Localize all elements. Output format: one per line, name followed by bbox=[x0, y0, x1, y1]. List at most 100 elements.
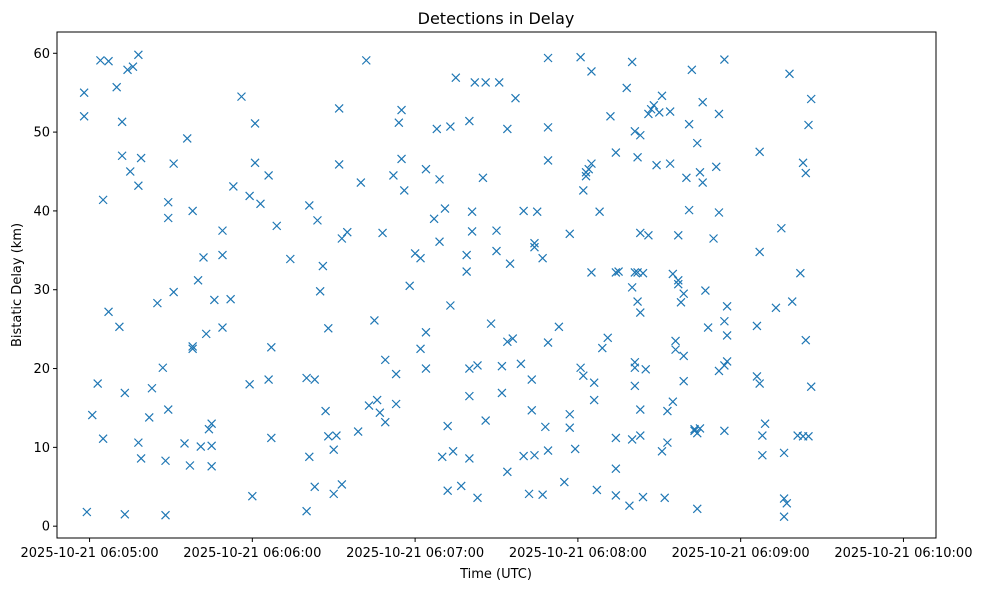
data-point bbox=[578, 185, 588, 195]
data-point bbox=[719, 316, 729, 326]
data-point bbox=[502, 337, 512, 347]
data-point bbox=[416, 253, 425, 263]
data-point bbox=[524, 489, 534, 499]
data-point bbox=[630, 381, 640, 391]
data-point bbox=[603, 333, 613, 343]
data-point bbox=[318, 261, 328, 271]
data-point bbox=[82, 507, 92, 517]
data-point bbox=[448, 446, 458, 456]
data-point bbox=[681, 173, 691, 183]
plot-frame bbox=[56, 31, 937, 539]
data-point bbox=[302, 506, 312, 516]
data-point bbox=[421, 364, 431, 373]
data-point bbox=[806, 382, 816, 392]
data-point bbox=[95, 55, 105, 65]
y-tick-label: 40 bbox=[33, 204, 50, 219]
data-point bbox=[622, 83, 632, 93]
data-point bbox=[695, 167, 705, 177]
data-point bbox=[334, 104, 344, 113]
data-point bbox=[464, 453, 474, 463]
data-point bbox=[264, 375, 274, 385]
data-point bbox=[266, 342, 276, 352]
data-point bbox=[627, 435, 637, 444]
data-point bbox=[687, 65, 697, 75]
data-point bbox=[369, 316, 379, 325]
data-point bbox=[123, 65, 132, 75]
data-point bbox=[462, 267, 472, 277]
data-point bbox=[397, 154, 406, 164]
data-point bbox=[502, 124, 512, 134]
data-point bbox=[304, 200, 314, 210]
data-point bbox=[329, 489, 339, 499]
data-point bbox=[709, 234, 718, 243]
data-point bbox=[133, 50, 143, 60]
data-point bbox=[722, 301, 732, 311]
data-point bbox=[587, 159, 596, 169]
data-point bbox=[635, 228, 645, 238]
x-axis-ticks: 2025-10-21 06:05:00 2025-10-21 06:06:00 20… bbox=[21, 538, 972, 561]
data-point bbox=[405, 281, 415, 291]
data-point bbox=[630, 267, 640, 277]
data-point bbox=[627, 57, 637, 67]
data-point bbox=[185, 461, 195, 470]
data-point bbox=[228, 182, 238, 191]
data-point bbox=[779, 494, 789, 504]
data-point bbox=[337, 479, 347, 489]
data-point bbox=[470, 78, 480, 87]
data-point bbox=[133, 181, 143, 191]
data-point bbox=[714, 208, 724, 217]
data-point bbox=[114, 322, 124, 332]
y-tick-label: 30 bbox=[33, 283, 50, 298]
data-point bbox=[380, 417, 390, 427]
data-point bbox=[256, 199, 265, 209]
data-point bbox=[218, 323, 227, 332]
x-tick-label: 2025-10-21 06:05:00 bbox=[21, 546, 159, 561]
data-point bbox=[315, 286, 325, 296]
data-point bbox=[698, 97, 708, 107]
data-point bbox=[776, 223, 786, 233]
data-point bbox=[464, 116, 474, 126]
data-point bbox=[722, 357, 732, 366]
data-point bbox=[630, 363, 640, 373]
data-point bbox=[250, 158, 260, 168]
data-point bbox=[714, 109, 724, 119]
y-tick-label: 0 bbox=[42, 520, 50, 535]
data-point bbox=[79, 88, 89, 98]
data-point bbox=[421, 164, 431, 174]
data-point bbox=[218, 250, 227, 260]
data-point bbox=[695, 424, 705, 433]
data-point bbox=[554, 322, 564, 332]
data-point bbox=[530, 238, 539, 248]
data-point bbox=[169, 159, 179, 169]
data-point bbox=[437, 452, 447, 462]
data-point bbox=[451, 73, 461, 83]
data-point bbox=[576, 363, 586, 373]
data-point bbox=[429, 214, 439, 224]
data-point bbox=[671, 345, 680, 355]
data-point bbox=[323, 323, 333, 333]
data-point bbox=[364, 401, 374, 411]
data-point bbox=[125, 167, 135, 176]
data-point bbox=[668, 397, 678, 407]
data-point bbox=[104, 307, 113, 317]
y-tick-label: 60 bbox=[33, 47, 50, 62]
data-point bbox=[627, 282, 637, 292]
data-point bbox=[226, 294, 236, 304]
data-point bbox=[329, 445, 339, 455]
data-point bbox=[587, 66, 596, 76]
data-point bbox=[646, 104, 656, 114]
data-point bbox=[492, 226, 501, 236]
data-point bbox=[464, 391, 474, 401]
data-point bbox=[785, 69, 794, 79]
data-point bbox=[644, 230, 653, 240]
data-point bbox=[798, 158, 808, 168]
data-point bbox=[635, 405, 645, 414]
data-point bbox=[161, 510, 170, 520]
data-point bbox=[543, 338, 553, 347]
x-axis-label: Time (UTC) bbox=[459, 567, 532, 582]
data-point bbox=[237, 92, 246, 102]
data-point bbox=[169, 287, 179, 297]
data-point bbox=[421, 327, 431, 337]
data-point bbox=[633, 152, 642, 162]
